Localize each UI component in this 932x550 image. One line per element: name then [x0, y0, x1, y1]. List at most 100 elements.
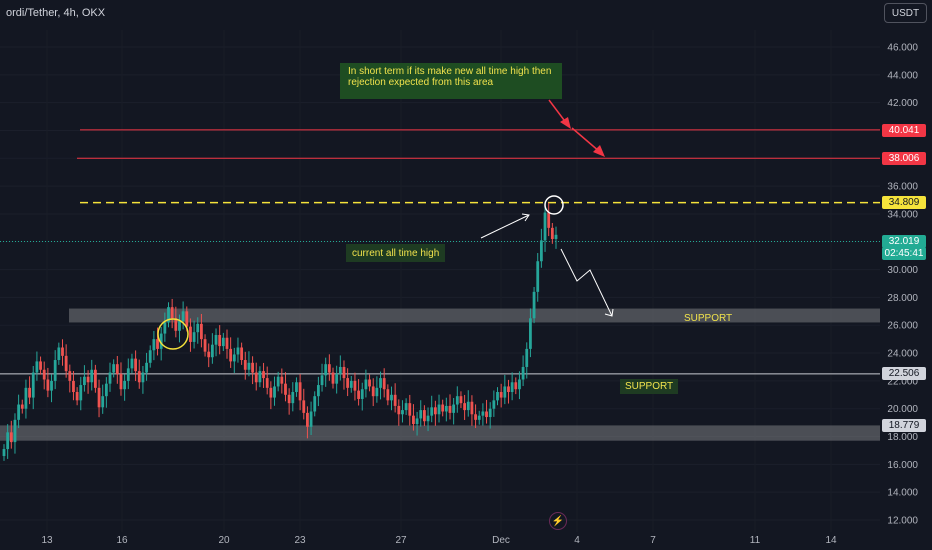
candle-body — [123, 380, 127, 390]
candle-body — [101, 396, 105, 408]
candle-body — [306, 412, 309, 427]
price-tag-support-zone: 18.779 — [882, 419, 926, 432]
candle-body — [42, 369, 46, 380]
candle-body — [324, 364, 328, 376]
candle-body — [265, 378, 269, 388]
candle-body — [200, 323, 203, 340]
support-upper-label: SUPPORT — [684, 313, 733, 324]
candle-body — [554, 234, 558, 239]
candle-body — [346, 378, 350, 388]
chart-drawings — [157, 99, 614, 350]
candle-body — [485, 411, 488, 418]
candle-body — [287, 394, 291, 404]
y-tick-label: 36.000 — [887, 182, 918, 193]
candle-body — [295, 382, 298, 393]
chart-grid — [0, 30, 880, 532]
candle-body — [68, 371, 72, 381]
candle-body — [28, 387, 31, 398]
candle-body — [39, 361, 42, 370]
candle-body — [240, 347, 244, 361]
candle-body — [108, 372, 112, 384]
candle-body — [291, 392, 295, 404]
candle-body — [415, 418, 419, 425]
candle-body — [152, 339, 156, 351]
candle-body — [463, 403, 467, 411]
candle-body — [243, 360, 247, 370]
candle-body — [57, 347, 61, 361]
candle-body — [529, 318, 532, 349]
candle-body — [46, 379, 50, 391]
candle-body — [335, 373, 339, 384]
x-tick-label: 20 — [218, 535, 230, 546]
candle-body — [316, 385, 320, 397]
price-tag-r1: 40.041 — [882, 124, 926, 137]
candle-body — [284, 383, 287, 395]
ath-note: current all time high — [346, 244, 446, 262]
candle-body — [97, 387, 101, 408]
candle-body — [433, 407, 437, 415]
candle-body — [521, 366, 525, 380]
candle-body — [364, 379, 368, 390]
candle-body — [510, 382, 514, 393]
candle-body — [360, 389, 364, 399]
horizontal-lines — [0, 129, 880, 375]
y-tick-label: 26.000 — [887, 321, 918, 332]
candle-body — [2, 449, 6, 457]
lightning-icon[interactable]: ⚡ — [549, 512, 567, 530]
y-tick-label: 42.000 — [887, 98, 918, 109]
candle-body — [342, 366, 346, 379]
candle-body — [419, 410, 423, 419]
rejection-arrow-2-head — [593, 145, 605, 157]
candle-body — [481, 411, 485, 416]
candle-body — [543, 212, 547, 241]
candle-body — [24, 387, 28, 409]
candle-body — [137, 371, 141, 383]
candle-body — [189, 326, 192, 342]
candle-body — [90, 369, 94, 383]
candle-body — [404, 403, 408, 411]
candle-body — [6, 432, 10, 450]
y-tick-label: 28.000 — [887, 293, 918, 304]
candle-body — [320, 375, 324, 386]
x-tick-label: 23 — [294, 535, 306, 546]
candle-body — [35, 361, 39, 373]
candle-body — [386, 389, 390, 401]
candle-body — [455, 396, 459, 405]
candle-body — [163, 322, 167, 334]
candle-body — [83, 376, 86, 386]
candle-body — [382, 378, 386, 390]
candle-body — [64, 355, 68, 372]
candle-body — [507, 386, 510, 393]
x-tick-label: 16 — [116, 535, 128, 546]
candle-body — [251, 362, 254, 373]
candle-body — [466, 401, 470, 411]
candle-body — [185, 311, 189, 327]
candle-body — [327, 364, 331, 373]
candle-body — [408, 403, 412, 416]
candle-body — [61, 347, 64, 356]
candle-body — [397, 405, 401, 415]
y-tick-label: 34.000 — [887, 209, 918, 220]
candle-body — [196, 323, 200, 333]
candle-body — [496, 392, 499, 401]
candle-body — [141, 372, 145, 383]
candle-body — [104, 383, 108, 397]
candle-body — [178, 321, 181, 331]
y-tick-label: 46.000 — [887, 43, 918, 54]
candle-body — [170, 307, 174, 319]
price-tag-r2: 38.006 — [882, 152, 926, 165]
candle-body — [452, 404, 456, 413]
candle-body — [9, 432, 13, 443]
candle-body — [126, 368, 130, 381]
candle-body — [368, 379, 371, 387]
candle-body — [474, 414, 477, 420]
currency-button[interactable]: USDT — [884, 3, 927, 23]
candle-body — [313, 396, 317, 412]
candle-body — [499, 392, 503, 398]
candle-body — [357, 390, 360, 399]
candle-body — [229, 348, 233, 362]
candle-body — [550, 227, 554, 239]
candle-body — [72, 380, 75, 393]
candle-body — [192, 332, 196, 342]
